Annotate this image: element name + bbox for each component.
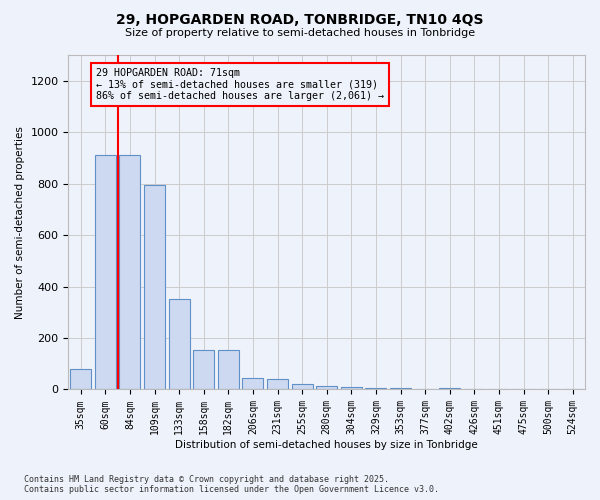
- Bar: [193, 350, 214, 390]
- Text: 29 HOPGARDEN ROAD: 71sqm
← 13% of semi-detached houses are smaller (319)
86% of : 29 HOPGARDEN ROAD: 71sqm ← 13% of semi-d…: [96, 68, 384, 101]
- Bar: [415, 389, 436, 390]
- Bar: [292, 384, 313, 390]
- Bar: [169, 300, 190, 390]
- Bar: [316, 386, 337, 390]
- Bar: [365, 388, 386, 390]
- Bar: [341, 387, 362, 390]
- Text: 29, HOPGARDEN ROAD, TONBRIDGE, TN10 4QS: 29, HOPGARDEN ROAD, TONBRIDGE, TN10 4QS: [116, 12, 484, 26]
- Bar: [70, 369, 91, 390]
- Bar: [267, 379, 288, 390]
- Text: Contains HM Land Registry data © Crown copyright and database right 2025.
Contai: Contains HM Land Registry data © Crown c…: [24, 474, 439, 494]
- Bar: [390, 388, 411, 390]
- Bar: [218, 350, 239, 390]
- Bar: [119, 156, 140, 390]
- X-axis label: Distribution of semi-detached houses by size in Tonbridge: Distribution of semi-detached houses by …: [175, 440, 478, 450]
- Bar: [439, 388, 460, 390]
- Bar: [95, 156, 116, 390]
- Y-axis label: Number of semi-detached properties: Number of semi-detached properties: [15, 126, 25, 318]
- Bar: [242, 378, 263, 390]
- Text: Size of property relative to semi-detached houses in Tonbridge: Size of property relative to semi-detach…: [125, 28, 475, 38]
- Bar: [144, 185, 165, 390]
